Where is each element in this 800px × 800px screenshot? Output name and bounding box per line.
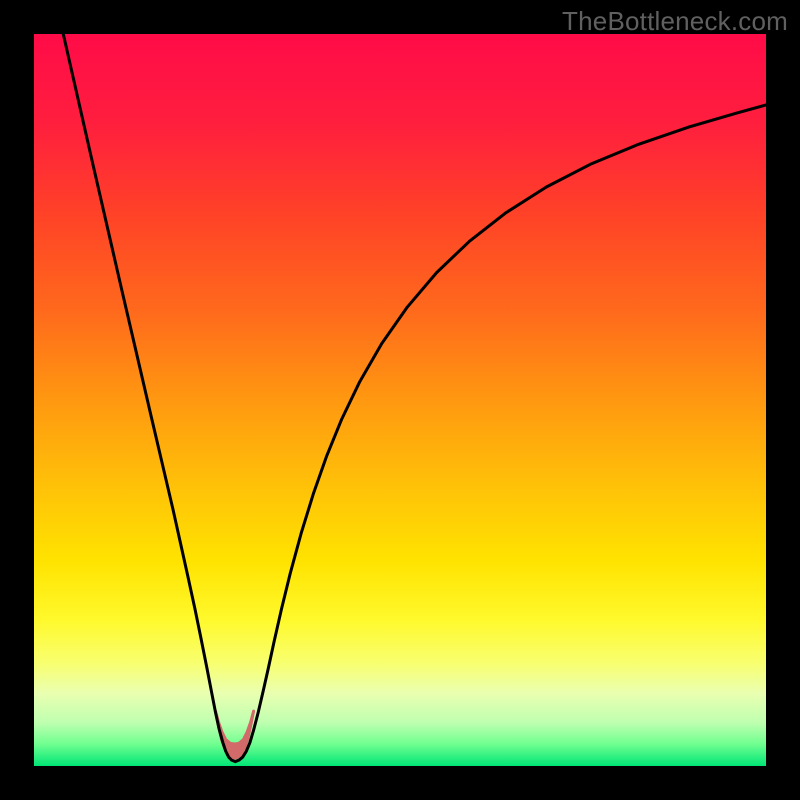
plot-background [34, 34, 766, 766]
outer-frame: TheBottleneck.com [0, 0, 800, 800]
bottleneck-chart [0, 0, 800, 800]
